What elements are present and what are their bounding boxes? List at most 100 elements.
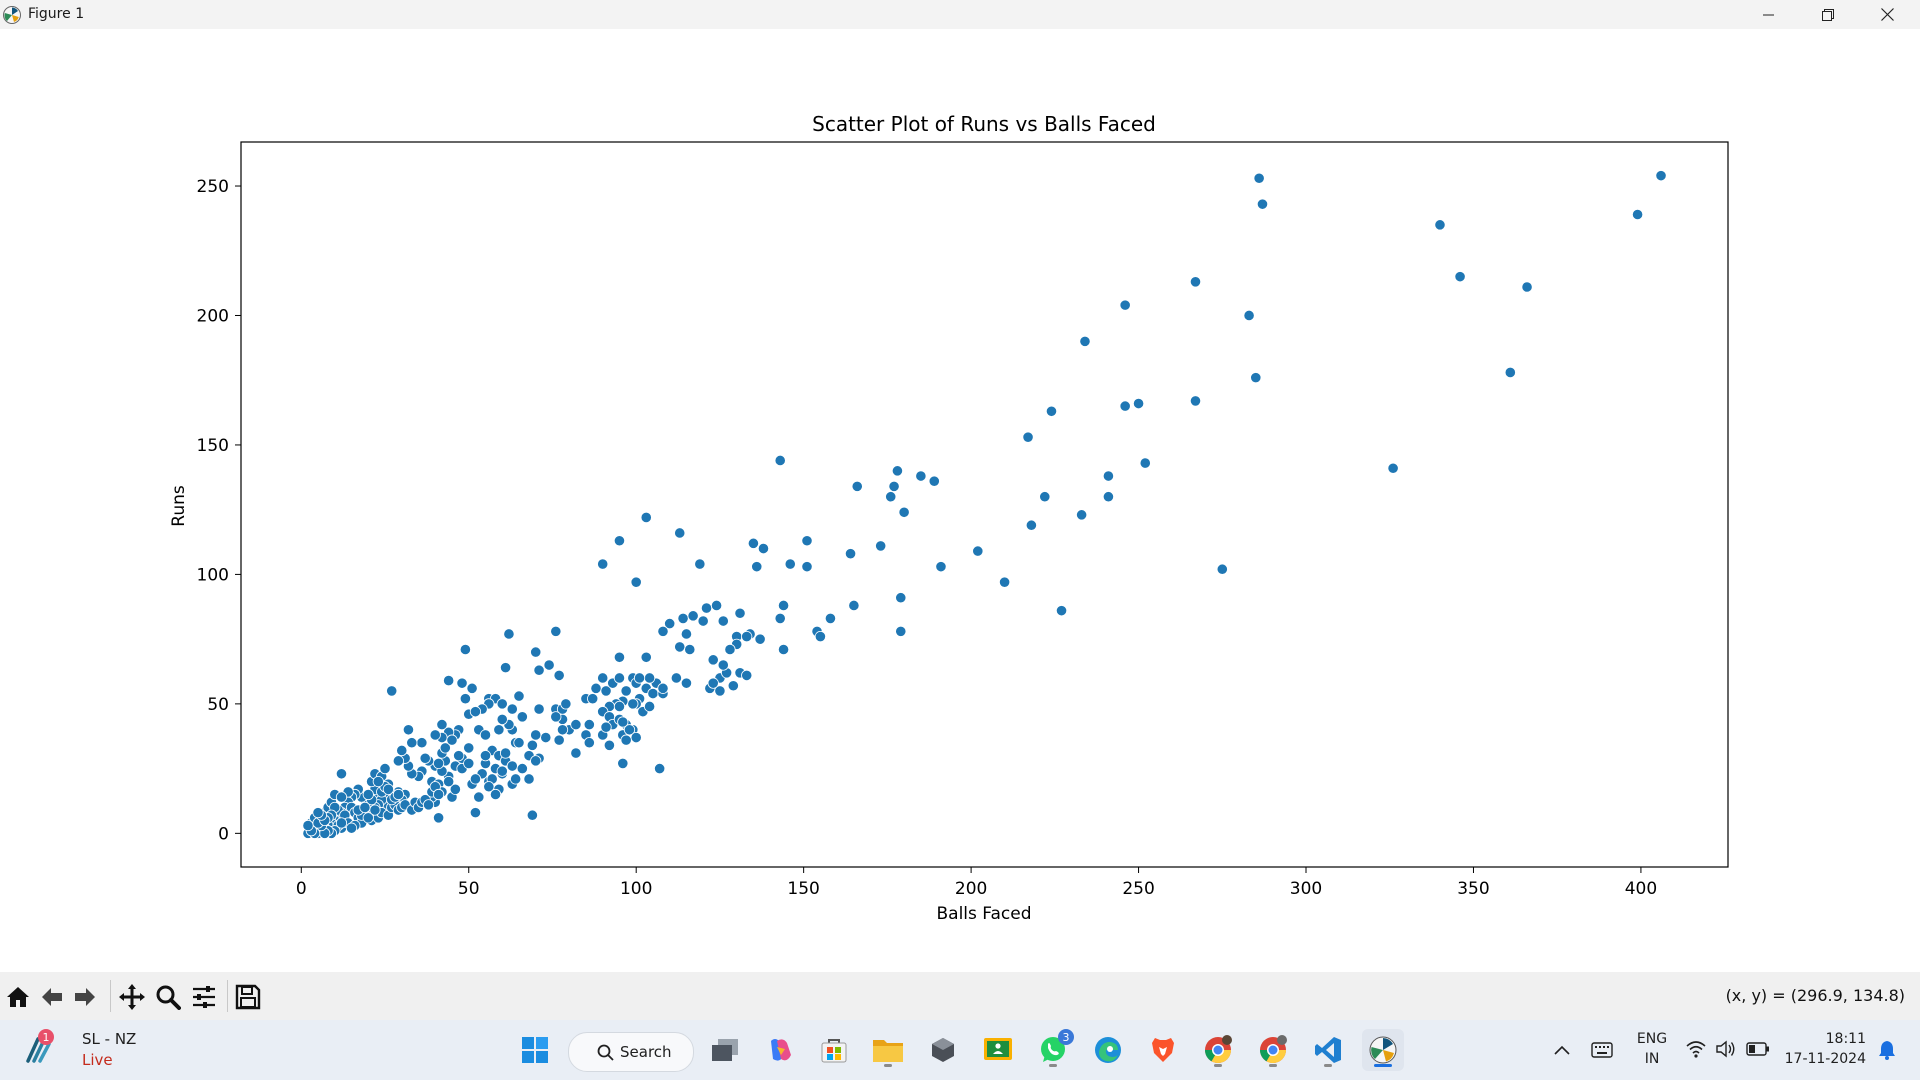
data-point — [717, 615, 729, 627]
running-indicator — [1214, 1064, 1222, 1067]
x-tick-label: 50 — [458, 879, 480, 899]
news-title: SL - NZ — [82, 1030, 137, 1048]
data-point — [623, 724, 636, 736]
data-point — [553, 669, 565, 681]
copilot-button[interactable] — [759, 1029, 801, 1071]
unity-button[interactable] — [922, 1029, 964, 1071]
data-point — [469, 706, 482, 718]
data-point — [1119, 400, 1131, 412]
data-point — [700, 602, 713, 614]
configure-subplots-icon — [193, 986, 215, 1008]
data-point — [697, 615, 709, 627]
unity-icon — [932, 1038, 954, 1062]
data-point — [1132, 397, 1145, 410]
y-tick-label: 0 — [218, 824, 229, 844]
plot-frame — [240, 141, 1729, 868]
chrome-icon — [1259, 1035, 1287, 1064]
save-button[interactable] — [233, 982, 263, 1012]
data-point — [439, 742, 451, 754]
data-point — [436, 718, 448, 731]
data-point — [1055, 605, 1068, 617]
data-point — [449, 783, 461, 795]
start-button[interactable] — [514, 1029, 556, 1071]
close-icon — [1880, 8, 1894, 21]
data-point — [1189, 276, 1202, 288]
close-button[interactable] — [1858, 0, 1916, 29]
home-icon — [7, 987, 29, 1007]
pan-button[interactable] — [117, 982, 147, 1012]
x-tick-label: 0 — [296, 879, 307, 899]
data-point — [751, 561, 763, 573]
data-point — [429, 729, 441, 741]
data-point — [1521, 281, 1533, 293]
data-point — [717, 659, 729, 671]
minimize-button[interactable] — [1740, 0, 1798, 29]
data-point — [630, 731, 642, 744]
forward-button[interactable] — [70, 982, 100, 1012]
file-explorer-button[interactable] — [867, 1029, 909, 1071]
show-hidden-icons-button[interactable] — [1541, 1029, 1583, 1071]
data-point — [664, 618, 676, 630]
data-point — [499, 747, 512, 759]
data-point — [335, 768, 348, 780]
notifications-button[interactable] — [1872, 1029, 1902, 1071]
restore-button[interactable] — [1799, 0, 1857, 29]
vscode-button[interactable] — [1307, 1029, 1349, 1071]
data-point — [1216, 563, 1228, 575]
task-view-button[interactable] — [704, 1029, 746, 1071]
data-point — [727, 680, 739, 692]
back-icon — [42, 988, 62, 1006]
x-axis-label: Balls Faced — [936, 904, 1031, 924]
y-axis-label: Runs — [169, 485, 189, 527]
touch-keyboard-button[interactable] — [1581, 1029, 1623, 1071]
brave-button[interactable] — [1142, 1029, 1184, 1071]
chrome-profile-2-button[interactable] — [1252, 1029, 1294, 1071]
data-point — [533, 703, 545, 715]
data-point — [801, 561, 813, 573]
news-widget[interactable]: 1 SL - NZ Live — [18, 1020, 138, 1080]
toolbar-separator — [227, 980, 228, 1012]
quick-settings-button[interactable] — [1682, 1034, 1778, 1066]
data-point — [469, 807, 482, 819]
whatsapp-button[interactable]: 3 — [1032, 1029, 1074, 1071]
running-indicator — [1049, 1064, 1057, 1067]
google-classroom-button[interactable] — [977, 1029, 1019, 1071]
data-point — [1139, 457, 1151, 469]
store-button[interactable] — [813, 1029, 855, 1071]
data-point — [747, 537, 760, 549]
data-point — [643, 700, 656, 713]
data-point — [466, 682, 478, 694]
edge-button[interactable] — [1087, 1029, 1129, 1071]
home-button[interactable] — [3, 982, 33, 1012]
back-button[interactable] — [37, 982, 67, 1012]
data-point — [928, 475, 940, 487]
data-point — [597, 558, 609, 570]
news-badge: 1 — [38, 1029, 54, 1045]
data-point — [1102, 491, 1115, 503]
data-point — [674, 527, 686, 539]
windows-logo-icon — [522, 1037, 548, 1063]
taskbar-search[interactable]: Search — [568, 1032, 694, 1072]
plot-layer: 0 50 100 150 200 250 300 350 400 0 50 100 150 200 250 — [197, 170, 1667, 899]
data-point — [613, 672, 626, 684]
data-point — [1102, 470, 1115, 482]
y-tick-label: 50 — [207, 695, 229, 715]
data-point — [556, 724, 569, 736]
y-tick-label: 250 — [197, 177, 229, 197]
data-point — [888, 480, 900, 492]
matplotlib-figure-button[interactable] — [1362, 1029, 1404, 1071]
zoom-button[interactable] — [153, 982, 183, 1012]
data-point — [754, 633, 766, 645]
y-tick-label: 150 — [197, 436, 229, 456]
vscode-icon — [1315, 1037, 1341, 1063]
scatter-chart[interactable]: Scatter Plot of Runs vs Balls Faced 0 50 1… — [0, 29, 1920, 972]
data-point — [453, 750, 465, 762]
data-point — [516, 763, 528, 775]
chrome-profile-1-button[interactable] — [1197, 1029, 1239, 1071]
data-point — [386, 685, 398, 697]
data-point — [533, 664, 545, 676]
data-point — [432, 788, 445, 801]
data-point — [479, 750, 492, 762]
configure-subplots-button[interactable] — [189, 982, 219, 1012]
data-point — [777, 599, 790, 612]
